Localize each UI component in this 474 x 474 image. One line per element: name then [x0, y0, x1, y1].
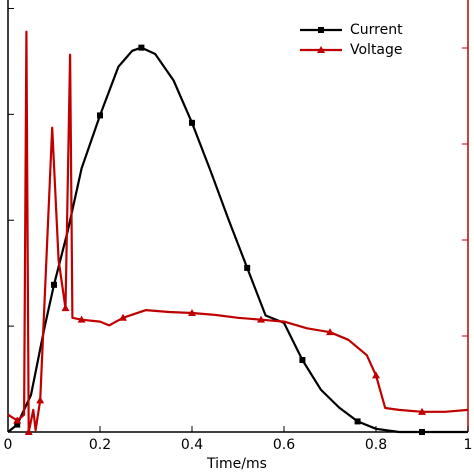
- x-tick-label: 1: [464, 437, 473, 453]
- marker: [317, 46, 325, 53]
- marker: [372, 371, 380, 379]
- marker: [61, 304, 70, 312]
- marker: [418, 407, 426, 415]
- x-tick-label: 0: [4, 437, 13, 453]
- x-tick-label: 0.2: [89, 437, 111, 453]
- marker: [257, 315, 265, 323]
- series-line: [7, 46, 468, 434]
- x-axis-label: Time/ms: [206, 456, 267, 472]
- marker: [24, 428, 33, 435]
- marker: [138, 44, 145, 51]
- legend-label: Voltage: [350, 42, 403, 58]
- marker: [14, 421, 21, 428]
- marker: [77, 315, 86, 323]
- marker: [299, 357, 306, 363]
- marker: [326, 328, 334, 336]
- x-tick-label: 0.8: [365, 437, 387, 453]
- series-line: [7, 30, 469, 434]
- marker: [13, 416, 22, 424]
- marker: [97, 112, 103, 119]
- legend-label: Current: [350, 22, 403, 38]
- marker: [244, 264, 251, 271]
- marker: [189, 119, 195, 126]
- marker: [318, 27, 324, 33]
- x-tick-label: 0.4: [181, 437, 203, 453]
- marker: [419, 429, 425, 435]
- marker: [51, 281, 57, 288]
- marker: [188, 308, 196, 316]
- x-tick-label: 0.6: [273, 437, 295, 453]
- marker: [36, 396, 45, 404]
- marker: [354, 418, 361, 425]
- marker: [119, 313, 127, 321]
